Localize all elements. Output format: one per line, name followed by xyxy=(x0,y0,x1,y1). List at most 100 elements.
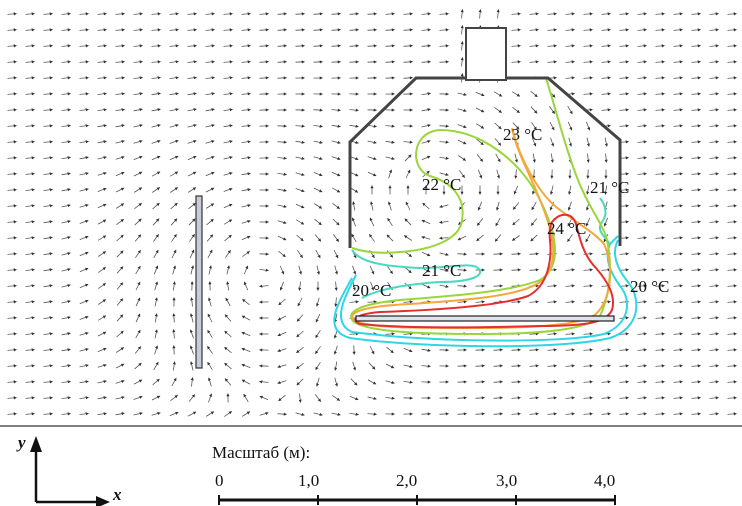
velocity-vector-arrow xyxy=(619,12,629,16)
velocity-vector-arrow xyxy=(79,28,89,32)
velocity-vector-arrow xyxy=(277,380,287,385)
velocity-vector-arrow xyxy=(512,202,520,210)
velocity-vector-arrow xyxy=(475,412,485,416)
velocity-vector-arrow xyxy=(637,156,647,160)
velocity-vector-arrow xyxy=(476,218,484,226)
velocity-vector-arrow xyxy=(314,218,322,226)
velocity-vector-arrow xyxy=(637,220,647,224)
velocity-vector-arrow xyxy=(334,265,338,275)
velocity-vector-arrow xyxy=(25,44,35,48)
velocity-vector-arrow xyxy=(529,268,539,272)
velocity-vector-arrow xyxy=(97,156,107,160)
velocity-vector-arrow xyxy=(153,265,159,275)
velocity-vector-arrow xyxy=(205,411,215,417)
velocity-vector-arrow xyxy=(385,156,395,160)
velocity-vector-arrow xyxy=(115,108,125,112)
velocity-vector-arrow xyxy=(529,44,539,48)
velocity-vector-arrow xyxy=(43,268,53,272)
velocity-vector-arrow xyxy=(655,220,665,224)
velocity-vector-arrow xyxy=(567,121,573,131)
velocity-vector-arrow xyxy=(673,396,683,400)
velocity-vector-arrow xyxy=(116,314,124,322)
velocity-vector-arrow xyxy=(586,121,591,131)
velocity-vector-arrow xyxy=(673,124,683,128)
velocity-vector-arrow xyxy=(673,188,683,192)
velocity-vector-arrow xyxy=(727,252,737,256)
velocity-vector-arrow xyxy=(457,92,467,96)
scale-tick-label: 0 xyxy=(215,471,224,490)
velocity-vector-arrow xyxy=(61,220,71,224)
velocity-vector-arrow xyxy=(549,121,555,131)
velocity-vector-arrow xyxy=(403,44,413,48)
velocity-vector-arrow xyxy=(169,28,179,32)
velocity-vector-arrow xyxy=(61,108,71,112)
velocity-vector-arrow xyxy=(655,284,665,288)
velocity-vector-arrow xyxy=(691,140,701,144)
velocity-vector-arrow xyxy=(550,153,554,163)
velocity-vector-arrow xyxy=(189,329,194,339)
velocity-vector-arrow xyxy=(79,92,89,96)
velocity-vector-arrow xyxy=(154,297,158,307)
velocity-vector-arrow xyxy=(169,171,179,177)
velocity-vector-arrow xyxy=(25,396,35,400)
velocity-vector-arrow xyxy=(226,265,230,275)
velocity-vector-arrow xyxy=(207,377,212,387)
velocity-vector-arrow xyxy=(727,380,737,384)
velocity-vector-arrow xyxy=(619,28,629,32)
velocity-vector-arrow xyxy=(459,170,465,178)
velocity-vector-arrow xyxy=(691,284,701,288)
velocity-vector-arrow xyxy=(475,396,485,400)
velocity-vector-arrow xyxy=(583,268,593,272)
velocity-vector-arrow xyxy=(224,362,232,370)
velocity-vector-arrow xyxy=(97,187,107,192)
velocity-vector-arrow xyxy=(43,284,53,288)
velocity-vector-arrow xyxy=(691,60,701,64)
velocity-vector-arrow xyxy=(241,379,251,385)
velocity-vector-arrow xyxy=(223,108,233,112)
velocity-vector-arrow xyxy=(421,283,431,289)
velocity-vector-arrow xyxy=(369,233,375,242)
velocity-vector-arrow xyxy=(7,348,17,352)
velocity-vector-arrow xyxy=(457,139,467,145)
velocity-vector-arrow xyxy=(172,329,176,339)
velocity-vector-arrow xyxy=(367,300,377,304)
velocity-vector-arrow xyxy=(691,124,701,128)
velocity-vector-arrow xyxy=(259,395,269,401)
velocity-vector-arrow xyxy=(134,218,142,226)
velocity-vector-arrow xyxy=(224,346,232,354)
velocity-vector-arrow xyxy=(332,202,340,210)
velocity-vector-arrow xyxy=(61,12,71,16)
velocity-vector-arrow xyxy=(403,348,413,353)
velocity-vector-arrow xyxy=(97,203,107,209)
velocity-vector-arrow xyxy=(224,378,232,386)
velocity-vector-arrow xyxy=(439,236,449,240)
velocity-vector-arrow xyxy=(79,172,89,176)
velocity-vector-arrow xyxy=(115,76,125,80)
velocity-vector-arrow xyxy=(295,219,305,225)
velocity-vector-arrow xyxy=(691,12,701,16)
velocity-vector-arrow xyxy=(511,364,521,368)
velocity-vector-arrow xyxy=(439,124,449,128)
velocity-vector-arrow xyxy=(331,187,341,193)
velocity-vector-arrow xyxy=(241,28,251,32)
velocity-vector-arrow xyxy=(496,9,500,19)
velocity-vector-arrow xyxy=(187,76,197,80)
velocity-vector-arrow xyxy=(439,252,449,256)
velocity-vector-arrow xyxy=(494,107,502,113)
velocity-vector-arrow xyxy=(169,124,179,128)
velocity-vector-arrow xyxy=(154,329,158,339)
velocity-vector-arrow xyxy=(387,266,393,275)
velocity-vector-arrow xyxy=(511,12,521,16)
velocity-vector-arrow xyxy=(586,153,590,163)
velocity-vector-arrow xyxy=(673,348,683,352)
velocity-vector-arrow xyxy=(568,137,572,147)
velocity-vector-arrow xyxy=(25,140,35,144)
velocity-vector-arrow xyxy=(531,122,537,131)
velocity-vector-arrow xyxy=(403,28,413,32)
velocity-vector-arrow xyxy=(7,268,17,272)
velocity-vector-arrow xyxy=(43,44,53,48)
temperature-label-23: 23 °C xyxy=(503,125,542,144)
velocity-vector-arrow xyxy=(7,60,17,64)
velocity-vector-arrow xyxy=(619,380,629,384)
velocity-vector-arrow xyxy=(296,314,304,322)
